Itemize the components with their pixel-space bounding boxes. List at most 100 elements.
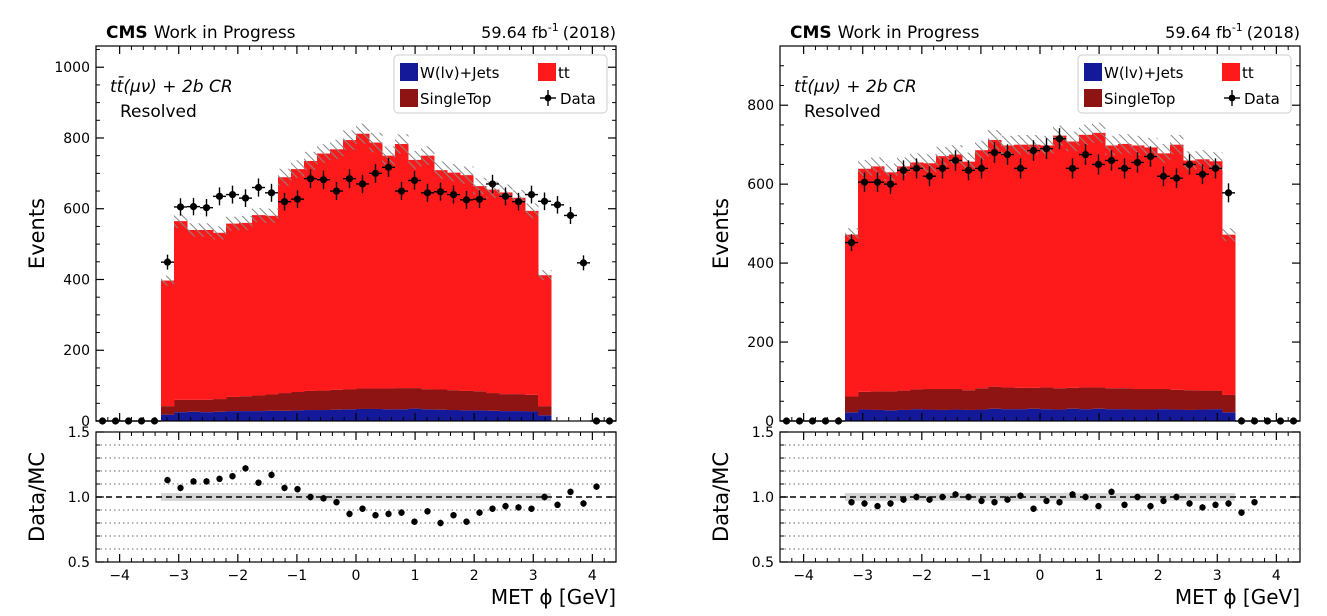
stack-bar [1092,132,1106,388]
stack-bar [1222,394,1236,413]
ratio-point [991,498,998,506]
ratio-point [1017,492,1024,499]
ratio-point [424,508,431,515]
ratio-marker [164,476,171,484]
stack-bar [962,409,976,421]
data-point [1131,152,1144,173]
ratio-marker [1160,497,1167,505]
ratio-y-tick-label: 0.5 [68,555,90,571]
stack-bar [473,391,487,411]
y-tick-label: 600 [63,202,90,218]
stack-bar [1001,409,1015,421]
data-marker [280,198,289,206]
stack-bar [1222,234,1236,395]
ratio-point [177,484,184,492]
data-point [356,174,369,194]
legend-item: tt [1222,63,1254,82]
ratio-point [346,510,353,518]
ratio-point [1199,504,1206,511]
y-axis-label: Events [25,198,49,269]
stack-bar [278,410,292,421]
ratio-point [1225,500,1232,507]
stack-bar [278,393,292,411]
ratio-point [1082,493,1089,501]
y-tick-label: 400 [747,256,774,272]
legend-item: Data [540,90,596,108]
stack-bar [525,210,539,395]
ratio-point [580,500,587,507]
data-point [304,169,317,188]
stack-bar [1014,409,1028,421]
stack-bar [317,390,331,411]
data-point [845,234,858,251]
uncertainty-hatch [395,134,409,154]
stack-bar [408,388,422,409]
legend-swatch [400,63,418,81]
stack-bar [1131,409,1145,421]
stack-bar [1105,409,1119,421]
ratio-marker [1121,501,1128,508]
legend-label: tt [1242,64,1254,82]
ratio-point [1134,493,1141,501]
ratio-point [164,476,171,484]
ratio-point [926,496,933,503]
stack-bar [239,396,253,412]
stack-bar [845,396,859,413]
data-marker [1055,135,1064,143]
ratio-points [848,488,1258,516]
stack-bar [897,390,911,410]
ratio-marker [528,505,535,512]
ratio-marker [991,499,998,506]
data-points [780,128,1300,425]
data-marker [202,204,211,212]
region-label: tt̄(μν) + 2b CR [110,75,233,97]
ratio-marker [1173,493,1180,501]
data-marker [553,201,562,209]
data-point [577,255,590,271]
data-marker [384,163,393,171]
ratio-point [874,502,881,510]
stack-bar [1040,409,1054,421]
legend-item: SingleTop [400,89,491,108]
uncertainty-hatch [871,157,885,176]
data-marker [1146,152,1155,161]
stack-bar [434,170,448,390]
stack-bar [265,215,279,395]
ratio-marker [1199,504,1206,511]
uncertainty-hatch [161,275,175,286]
stack-bar [923,163,937,390]
stack-bar [512,411,526,421]
ratio-marker [385,510,392,518]
stack-bar [447,390,461,411]
ratio-point [268,471,275,479]
data-point [174,198,187,216]
stack-bar [343,409,357,421]
data-marker [938,164,947,172]
stack-bar [1144,409,1158,421]
stack-bar [1209,390,1223,410]
x-axis-label: MET ϕ [GeV] [491,585,616,609]
stack-bar [213,232,227,400]
ratio-point [229,472,236,480]
ratio-marker [913,493,920,501]
ratio-point [1173,493,1180,501]
ratio-y-tick-label: 0.5 [752,555,774,571]
uncertainty-hatch [330,139,344,159]
stack-bar [1118,143,1132,389]
ratio-marker [593,483,600,490]
stack-bar [356,133,370,389]
ratio-marker [515,504,522,511]
legend-item: W(lv)+Jets [400,63,500,82]
ratio-point [1121,501,1128,509]
uncertainty-hatch [239,215,253,230]
data-marker [1094,160,1103,169]
series-tt [161,133,552,407]
ratio-marker [541,493,548,501]
x-tick-label: 3 [529,568,538,584]
stack-bar [226,411,240,421]
data-marker [540,197,549,205]
ratio-marker [281,484,288,492]
status-label: Work in Progress [838,23,980,43]
x-tick-label: −2 [227,568,248,584]
stack-bar [187,411,201,421]
